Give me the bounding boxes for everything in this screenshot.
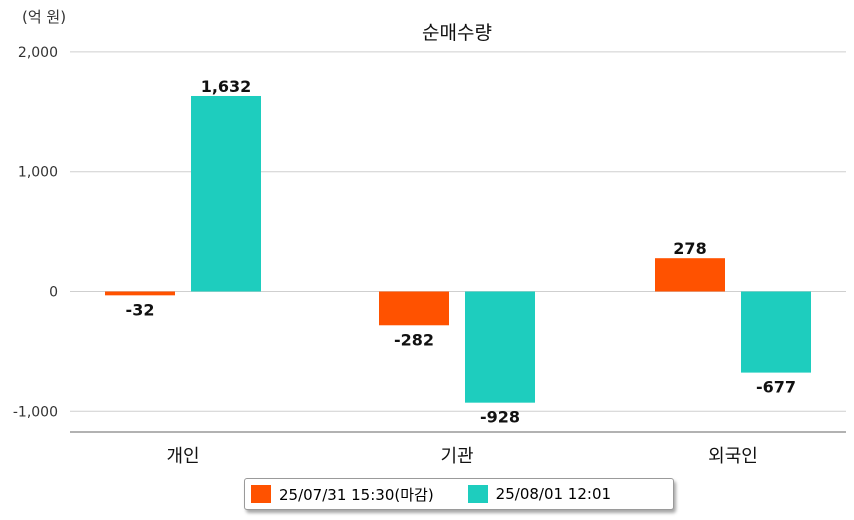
x-tick-label: 기관	[440, 446, 473, 467]
legend: 25/07/31 15:30(마감) 25/08/01 12:01	[244, 478, 674, 510]
chart-unit-label: (억 원)	[22, 8, 66, 26]
data-label: -32	[126, 300, 155, 319]
bar[interactable]	[379, 291, 449, 326]
data-label: -282	[394, 330, 434, 349]
x-axis-ticks: 개인 기관 외국인	[166, 446, 757, 467]
chart-title: 순매수량	[422, 22, 492, 44]
y-tick-label: 0	[49, 285, 58, 301]
x-tick-label: 외국인	[708, 446, 758, 467]
bar[interactable]	[741, 291, 811, 373]
y-tick-label: 2,000	[18, 45, 58, 61]
bars	[105, 95, 811, 403]
bar[interactable]	[105, 291, 175, 296]
data-labels: -32 1,632 -282 -928 278 -677	[126, 77, 796, 427]
grid-lines	[70, 51, 846, 412]
data-label: 278	[673, 239, 706, 258]
bar[interactable]	[465, 291, 535, 403]
x-tick-label: 개인	[166, 446, 199, 467]
y-axis-ticks: 2,000 1,000 0 -1,000	[13, 45, 58, 420]
data-label: 1,632	[201, 77, 252, 96]
legend-item-series-1[interactable]: 25/07/31 15:30(마감)	[251, 484, 434, 505]
y-tick-label: 1,000	[18, 165, 58, 181]
legend-swatch-series-2	[467, 485, 488, 503]
bar[interactable]	[191, 95, 261, 292]
bar[interactable]	[655, 258, 725, 292]
data-label: -677	[756, 378, 796, 397]
legend-item-series-2[interactable]: 25/08/01 12:01	[467, 485, 612, 503]
legend-label-series-1: 25/07/31 15:30(마감)	[279, 485, 434, 504]
data-label: -928	[480, 408, 520, 427]
legend-label-series-2: 25/08/01 12:01	[495, 485, 612, 503]
legend-swatch-series-1	[251, 485, 271, 503]
y-tick-label: -1,000	[13, 404, 58, 420]
